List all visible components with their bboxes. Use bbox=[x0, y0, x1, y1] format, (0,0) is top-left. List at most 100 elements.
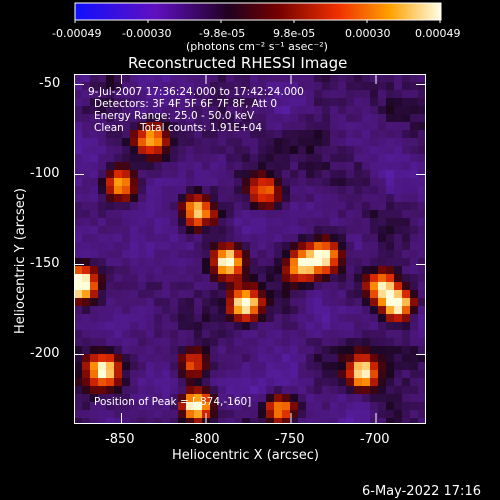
heatmap-cell bbox=[122, 242, 130, 250]
heatmap-cell bbox=[330, 226, 338, 234]
heatmap-cell bbox=[74, 194, 82, 202]
heatmap-cell bbox=[338, 186, 346, 194]
heatmap-cell bbox=[226, 90, 234, 98]
heatmap-cell bbox=[210, 186, 218, 194]
heatmap-cell bbox=[82, 354, 90, 362]
heatmap-cell bbox=[130, 354, 138, 362]
colorbar-tick-label: 9.8e-05 bbox=[273, 27, 316, 40]
heatmap-cell bbox=[218, 330, 226, 338]
colorbar-unit-label: (photons cm⁻² s⁻¹ asec⁻²) bbox=[186, 40, 328, 53]
heatmap-cell bbox=[290, 258, 298, 266]
heatmap-cell bbox=[290, 274, 298, 282]
heatmap-cell bbox=[130, 82, 138, 90]
heatmap-cell bbox=[298, 186, 306, 194]
heatmap-cell bbox=[226, 338, 234, 346]
heatmap-cell bbox=[114, 194, 122, 202]
heatmap-cell bbox=[218, 170, 226, 178]
heatmap-cell bbox=[114, 338, 122, 346]
heatmap-cell bbox=[322, 330, 330, 338]
heatmap-cell bbox=[74, 330, 82, 338]
heatmap-cell bbox=[266, 402, 274, 410]
heatmap-cell bbox=[218, 402, 226, 410]
heatmap-cell bbox=[186, 314, 194, 322]
heatmap-cell bbox=[250, 74, 258, 82]
heatmap-cell bbox=[154, 394, 162, 402]
heatmap-cell bbox=[106, 314, 114, 322]
y-tick-label: -150 bbox=[30, 256, 60, 271]
heatmap-cell bbox=[282, 418, 290, 424]
heatmap-cell bbox=[162, 282, 170, 290]
heatmap-cell bbox=[258, 282, 266, 290]
heatmap-cell bbox=[250, 306, 258, 314]
heatmap-cell bbox=[394, 410, 402, 418]
heatmap-cell bbox=[386, 178, 394, 186]
heatmap-cell bbox=[138, 130, 146, 138]
heatmap-cell bbox=[186, 90, 194, 98]
heatmap-cell bbox=[282, 250, 290, 258]
heatmap-cell bbox=[210, 354, 218, 362]
heatmap-cell bbox=[378, 162, 386, 170]
heatmap-cell bbox=[98, 282, 106, 290]
heatmap-cell bbox=[218, 242, 226, 250]
heatmap-cell bbox=[194, 386, 202, 394]
heatmap-cell bbox=[202, 266, 210, 274]
heatmap-cell bbox=[146, 330, 154, 338]
heatmap-cell bbox=[122, 234, 130, 242]
heatmap-cell bbox=[218, 338, 226, 346]
heatmap-cell bbox=[354, 298, 362, 306]
heatmap-cell bbox=[130, 114, 138, 122]
heatmap-cell bbox=[322, 250, 330, 258]
heatmap-cell bbox=[178, 146, 186, 154]
heatmap-cell bbox=[306, 258, 314, 266]
heatmap-cell bbox=[130, 234, 138, 242]
heatmap-cell bbox=[242, 210, 250, 218]
heatmap-cell bbox=[114, 138, 122, 146]
heatmap-cell bbox=[130, 346, 138, 354]
heatmap-cell bbox=[74, 322, 82, 330]
heatmap-cell bbox=[90, 282, 98, 290]
heatmap-cell bbox=[194, 210, 202, 218]
heatmap-cell bbox=[90, 242, 98, 250]
heatmap-cell bbox=[194, 98, 202, 106]
heatmap-cell bbox=[74, 370, 82, 378]
heatmap-cell bbox=[82, 210, 90, 218]
heatmap-cell bbox=[282, 146, 290, 154]
heatmap-cell bbox=[162, 418, 170, 424]
heatmap-cell bbox=[298, 386, 306, 394]
heatmap-cell bbox=[402, 106, 410, 114]
heatmap-cell bbox=[402, 170, 410, 178]
heatmap-cell bbox=[386, 202, 394, 210]
heatmap-cell bbox=[370, 114, 378, 122]
heatmap-cell bbox=[330, 178, 338, 186]
heatmap-cell bbox=[346, 298, 354, 306]
heatmap-cell bbox=[258, 314, 266, 322]
heatmap-cell bbox=[138, 258, 146, 266]
heatmap-cell bbox=[362, 82, 370, 90]
heatmap-cell bbox=[122, 394, 130, 402]
heatmap-cell bbox=[170, 346, 178, 354]
heatmap-cell bbox=[266, 146, 274, 154]
heatmap-cell bbox=[402, 378, 410, 386]
heatmap-cell bbox=[130, 210, 138, 218]
heatmap-cell bbox=[282, 154, 290, 162]
heatmap-cell bbox=[282, 202, 290, 210]
heatmap-cell bbox=[402, 362, 410, 370]
heatmap-cell bbox=[178, 394, 186, 402]
heatmap-cell bbox=[274, 170, 282, 178]
heatmap-cell bbox=[82, 370, 90, 378]
heatmap-cell bbox=[306, 98, 314, 106]
heatmap-cell bbox=[146, 354, 154, 362]
heatmap-cell bbox=[146, 194, 154, 202]
heatmap-cell bbox=[338, 250, 346, 258]
heatmap-cell bbox=[354, 306, 362, 314]
heatmap-cell bbox=[290, 154, 298, 162]
heatmap-cell bbox=[162, 250, 170, 258]
heatmap-cell bbox=[146, 362, 154, 370]
heatmap-cell bbox=[386, 322, 394, 330]
heatmap-cell bbox=[154, 162, 162, 170]
heatmap-image bbox=[74, 74, 426, 424]
heatmap-cell bbox=[354, 330, 362, 338]
heatmap-cell bbox=[354, 338, 362, 346]
heatmap-cell bbox=[410, 114, 418, 122]
heatmap-cell bbox=[218, 138, 226, 146]
